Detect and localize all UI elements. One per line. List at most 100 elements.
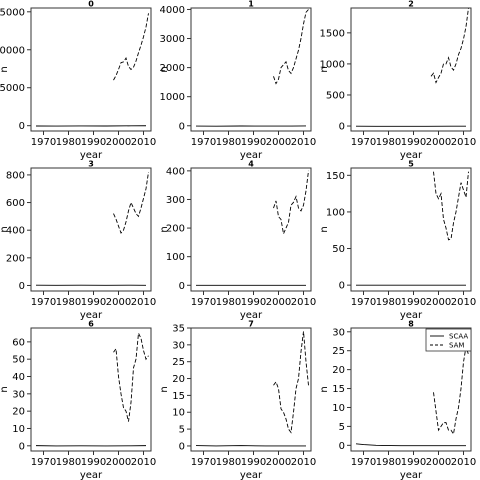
x-tick-label: 1990 xyxy=(401,297,426,308)
y-tick-label: 0 xyxy=(19,121,25,132)
y-tick-label: 25 xyxy=(172,357,185,368)
panel-title: 0 xyxy=(88,0,94,9)
x-tick-label: 2000 xyxy=(106,297,131,308)
x-axis-label: year xyxy=(80,310,103,321)
y-axis-label: n xyxy=(319,226,330,232)
y-tick-label: 200 xyxy=(6,253,25,264)
panel-6: 6 1970 1980 1990 2000 2010 0 10 20 30 40 50 60 year n xyxy=(0,320,156,480)
y-tick-label: 200 xyxy=(166,224,185,235)
x-tick-label: 2010 xyxy=(291,457,316,468)
x-axis-label: year xyxy=(240,150,263,161)
y-tick-label: 400 xyxy=(6,226,25,237)
y-tick-label: 60 xyxy=(12,337,25,348)
x-tick-label: 1990 xyxy=(81,137,106,148)
panel-5: 5 1970 1980 1990 2000 2010 0 50 100 150 year n xyxy=(319,160,476,322)
panel-title: 8 xyxy=(408,320,414,329)
plot-frame xyxy=(190,167,312,292)
x-tick-label: 1990 xyxy=(81,457,106,468)
x-tick-label: 1990 xyxy=(401,457,426,468)
plot-frame xyxy=(190,327,312,452)
panel-2: 2 1970 1980 1990 2000 2010 0 500 1000 1500 year n xyxy=(319,0,476,161)
x-tick-label: 1970 xyxy=(31,297,56,308)
y-axis-label: n xyxy=(159,66,170,72)
x-tick-label: 2000 xyxy=(426,457,451,468)
x-tick-label: 1970 xyxy=(31,137,56,148)
y-tick-label: 500 xyxy=(326,90,345,101)
x-tick-label: 2010 xyxy=(291,297,316,308)
x-tick-label: 2000 xyxy=(266,457,291,468)
y-axis-label: n xyxy=(159,386,170,392)
y-tick-label: 100 xyxy=(166,252,185,263)
y-tick-label: 5 xyxy=(179,425,185,436)
plot-frame xyxy=(350,167,472,292)
y-tick-label: 15 xyxy=(172,391,185,402)
y-tick-label: 10 xyxy=(172,408,185,419)
y-tick-label: 0 xyxy=(179,281,185,292)
x-axis-label: year xyxy=(400,150,423,161)
x-tick-label: 1980 xyxy=(216,457,241,468)
y-axis-label: n xyxy=(319,66,330,72)
panel-4: 4 1970 1980 1990 2000 2010 0 100 200 300 400 year n xyxy=(159,160,316,322)
x-tick-label: 2000 xyxy=(106,137,131,148)
y-tick-label: 5 xyxy=(339,422,345,433)
y-tick-label: 30 xyxy=(332,327,345,338)
x-tick-label: 1990 xyxy=(241,297,266,308)
panel-title: 2 xyxy=(408,0,414,9)
x-tick-label: 1990 xyxy=(401,137,426,148)
y-tick-label: 5000 xyxy=(0,83,25,94)
series-line-scaa xyxy=(355,443,466,447)
panel-title: 6 xyxy=(88,320,94,329)
x-tick-label: 1970 xyxy=(351,297,376,308)
x-tick-label: 2000 xyxy=(426,297,451,308)
x-tick-label: 1970 xyxy=(191,457,216,468)
y-tick-label: 800 xyxy=(6,170,25,181)
panel-title: 4 xyxy=(248,160,254,169)
x-tick-label: 2000 xyxy=(106,457,131,468)
plot-frame xyxy=(190,7,312,132)
panel-title: 1 xyxy=(248,0,254,9)
x-tick-label: 1980 xyxy=(56,457,81,468)
y-tick-label: 0 xyxy=(19,281,25,292)
x-tick-label: 1970 xyxy=(191,137,216,148)
y-tick-label: 10 xyxy=(332,403,345,414)
panel-8: 8 1970 1980 1990 2000 2010 0 5 10 15 20 25 30 year n xyxy=(319,320,476,480)
y-tick-label: 20 xyxy=(332,365,345,376)
y-tick-label: 40 xyxy=(12,372,25,383)
x-tick-label: 2000 xyxy=(426,137,451,148)
series-line-sam xyxy=(113,331,149,422)
y-tick-label: 10 xyxy=(12,424,25,435)
x-tick-label: 2000 xyxy=(266,297,291,308)
x-tick-label: 1990 xyxy=(241,457,266,468)
x-tick-label: 2010 xyxy=(131,297,156,308)
x-axis-label: year xyxy=(80,150,103,161)
x-tick-label: 2010 xyxy=(291,137,316,148)
panel-title: 7 xyxy=(248,320,254,329)
panel-3: 3 1970 1980 1990 2000 2010 0 200 400 600 800 year n xyxy=(0,160,156,322)
y-tick-label: 0 xyxy=(19,441,25,452)
series-line-sam xyxy=(273,170,309,236)
x-axis-label: year xyxy=(240,470,263,480)
plot-frame xyxy=(30,7,152,132)
x-tick-label: 2010 xyxy=(131,137,156,148)
series-line-sam xyxy=(113,172,149,234)
y-tick-label: 100 xyxy=(326,207,345,218)
y-axis-label: n xyxy=(159,226,170,232)
plot-frame xyxy=(30,327,152,452)
y-axis-label: n xyxy=(0,66,10,72)
x-tick-label: 2010 xyxy=(131,457,156,468)
y-tick-label: 0 xyxy=(339,441,345,452)
x-tick-label: 1980 xyxy=(56,297,81,308)
x-axis-label: year xyxy=(240,310,263,321)
x-tick-label: 1980 xyxy=(216,297,241,308)
y-tick-label: 1000 xyxy=(320,59,345,70)
legend-box xyxy=(425,328,472,352)
y-tick-label: 25 xyxy=(332,346,345,357)
y-tick-label: 0 xyxy=(339,281,345,292)
x-tick-label: 1970 xyxy=(31,457,56,468)
y-tick-label: 1000 xyxy=(160,92,185,103)
series-line-sam xyxy=(433,346,469,436)
y-tick-label: 2000 xyxy=(160,63,185,74)
